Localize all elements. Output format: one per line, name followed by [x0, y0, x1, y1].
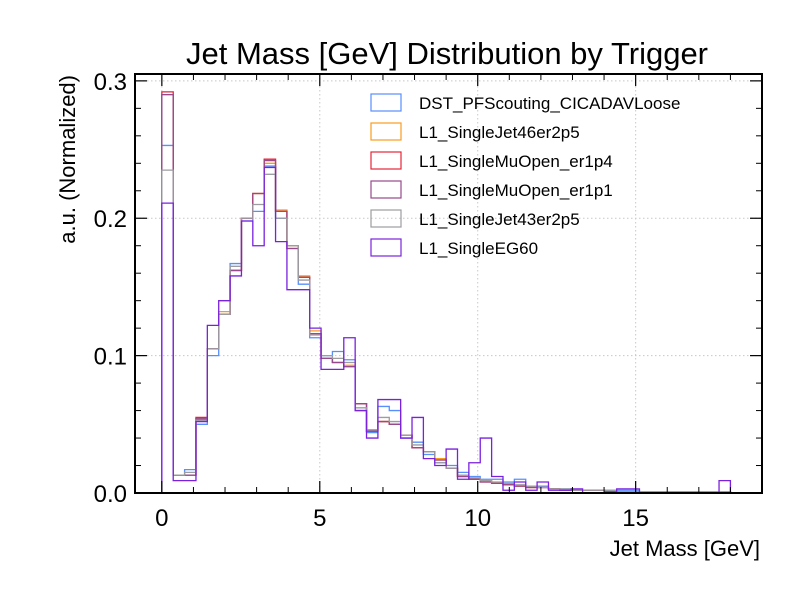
plot-frame	[134, 73, 763, 494]
y-tick-label: 0.1	[94, 344, 127, 371]
legend-label-2: L1_SingleMuOpen_er1p4	[419, 152, 613, 171]
x-tick-label: 0	[155, 505, 168, 532]
x-axis-label: Jet Mass [GeV]	[610, 536, 760, 561]
legend-swatch-5	[370, 238, 402, 257]
x-tick-label: 10	[464, 505, 491, 532]
tick-labels: 0 5 10 15 0.0 0.1 0.2 0.3	[94, 69, 649, 532]
chart-title: Jet Mass [GeV] Distribution by Trigger	[186, 36, 708, 71]
x-tick-label: 5	[313, 505, 326, 532]
legend-label-1: L1_SingleJet46er2p5	[419, 123, 580, 142]
legend-label-5: L1_SingleEG60	[419, 239, 538, 258]
legend-label-0: DST_PFScouting_CICADAVLoose	[419, 94, 680, 113]
legend-swatch-3	[370, 180, 402, 199]
legend-swatch-0	[370, 93, 402, 112]
axes-frame	[134, 73, 763, 494]
legend-swatch-4	[370, 209, 402, 228]
legend-swatch-2	[370, 151, 402, 170]
tick-marks	[135, 74, 763, 494]
y-axis-label: a.u. (Normalized)	[55, 75, 80, 244]
legend: DST_PFScouting_CICADAVLoose L1_SingleJet4…	[370, 93, 680, 258]
x-tick-label: 15	[622, 505, 649, 532]
legend-swatch-1	[370, 122, 402, 141]
y-tick-label: 0.3	[94, 69, 127, 96]
histogram-series	[161, 91, 732, 494]
y-tick-label: 0.2	[94, 206, 127, 233]
legend-label-3: L1_SingleMuOpen_er1p1	[419, 181, 613, 200]
y-tick-label: 0.0	[94, 481, 127, 508]
legend-label-4: L1_SingleJet43er2p5	[419, 210, 580, 229]
